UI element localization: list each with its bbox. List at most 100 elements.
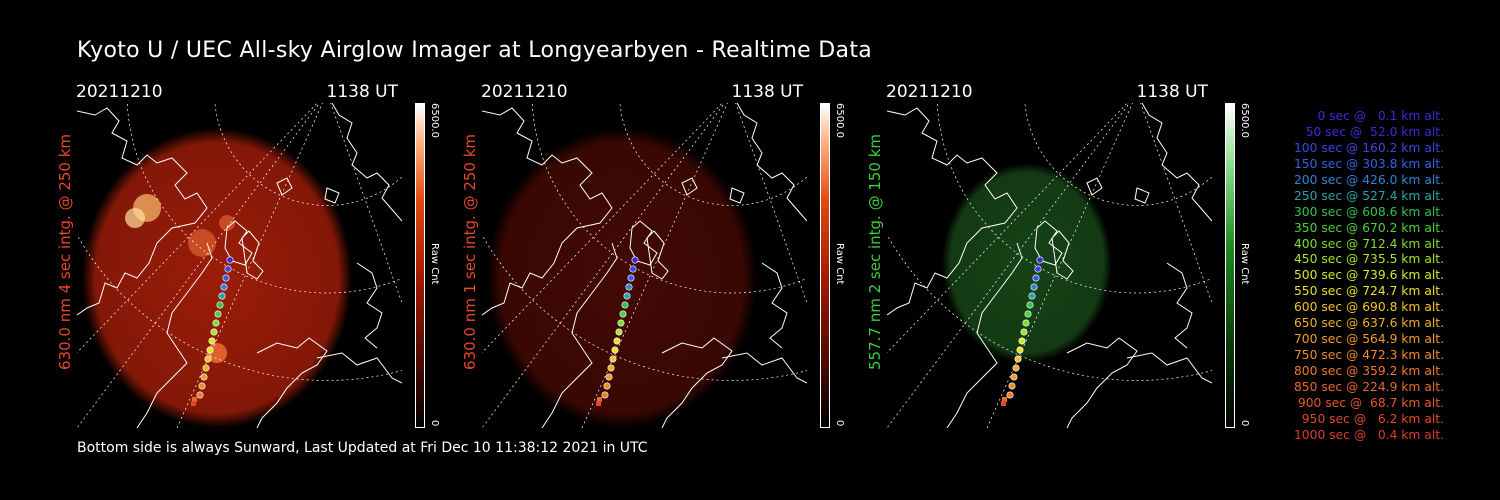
panel-1-colorbar-unit: Raw Cnt (429, 243, 440, 285)
coastline (761, 262, 788, 349)
trajectory-point (1018, 337, 1026, 345)
latitude-line (887, 234, 1212, 381)
coastline (1086, 177, 1103, 196)
legend-row: 50 sec @ 52.0 km alt. (1305, 124, 1444, 139)
trajectory-point (609, 355, 617, 363)
legend-row: 500 sec @ 739.6 km alt. (1293, 268, 1444, 283)
trajectory-point (613, 337, 621, 345)
trajectory-point (615, 328, 623, 336)
trajectory-point (222, 274, 230, 282)
panel-2-colorbar-min: 0 (834, 420, 845, 427)
legend-row: 400 sec @ 712.4 km alt. (1293, 236, 1444, 251)
panel-1-time: 1138 UT (326, 82, 399, 102)
legend-row: 800 sec @ 359.2 km alt. (1293, 364, 1444, 378)
trajectory-point (625, 283, 633, 291)
trajectory-point (629, 265, 637, 273)
coastline (729, 187, 745, 204)
trajectory-point (597, 397, 602, 402)
trajectory-point (1028, 292, 1036, 300)
trajectory-point (220, 283, 228, 291)
trajectory-point (206, 346, 214, 354)
panel-3-map-image (887, 103, 1212, 428)
legend-row: 900 sec @ 68.7 km alt. (1297, 395, 1444, 410)
trajectory-point (1002, 397, 1007, 402)
trajectory-point (596, 401, 601, 406)
footer-status: Bottom side is always Sunward, Last Upda… (77, 440, 648, 456)
coastline (541, 242, 618, 428)
trajectory-point (1008, 382, 1016, 390)
coastline (482, 107, 613, 316)
panel-1-colorbar-min: 0 (429, 420, 440, 427)
legend-row: 950 sec @ 6.2 km alt. (1301, 411, 1444, 426)
legend-row: 600 sec @ 690.8 km alt. (1293, 300, 1444, 315)
coastline (331, 103, 402, 222)
panel-2-colorbar-max: 6500.0 (834, 103, 845, 138)
panel-2-colorbar (820, 103, 830, 428)
trajectory-point (627, 274, 635, 282)
latitude-line (619, 103, 807, 206)
trajectory-point (1034, 265, 1042, 273)
trajectory-point (210, 328, 218, 336)
legend-row: 650 sec @ 637.6 km alt. (1293, 316, 1444, 331)
trajectory-point (191, 401, 196, 406)
trajectory-point (607, 364, 615, 372)
coastline (1166, 262, 1193, 349)
trajectory-point (196, 391, 204, 399)
longitude-line (1140, 103, 1212, 304)
legend-row: 150 sec @ 303.8 km alt. (1293, 156, 1444, 171)
coastline (887, 107, 1018, 316)
coastline (316, 352, 402, 384)
longitude-line (330, 103, 402, 304)
panel-2-map-image (482, 103, 807, 428)
panel-3-ylabel: 557.7 nm 2 sec intg. @ 150 km (866, 133, 884, 370)
trajectory-point (1006, 391, 1014, 399)
coastline (1141, 103, 1212, 222)
trajectory-point (1030, 283, 1038, 291)
panel-2-ylabel: 630.0 nm 1 sec intg. @ 250 km (461, 133, 479, 370)
coastline (661, 337, 733, 428)
legend-row: 0 sec @ 0.1 km alt. (1317, 109, 1444, 123)
trajectory-point (631, 256, 639, 264)
panel-2-colorbar-unit: Raw Cnt (834, 243, 845, 285)
coastline (946, 242, 1023, 428)
legend-row: 250 sec @ 527.4 km alt. (1293, 188, 1444, 203)
trajectory-point (200, 373, 208, 381)
page-title: Kyoto U / UEC All-sky Airglow Imager at … (77, 38, 873, 63)
panel-1-date: 20211210 (76, 82, 163, 102)
trajectory-point (226, 256, 234, 264)
coastline (629, 220, 658, 266)
coastline (356, 262, 383, 349)
legend-row: 200 sec @ 426.0 km alt. (1293, 172, 1444, 187)
legend-row: 300 sec @ 608.6 km alt. (1293, 204, 1444, 219)
coastline (276, 177, 293, 196)
panel-3-time: 1138 UT (1136, 82, 1209, 102)
map-svg (482, 103, 807, 428)
trajectory-point (216, 301, 224, 309)
coastline (224, 220, 253, 266)
trajectory-point (1026, 301, 1034, 309)
trajectory-point (611, 346, 619, 354)
panel-3-colorbar-min: 0 (1239, 420, 1250, 427)
coastline (1051, 230, 1074, 280)
longitude-line (986, 103, 1133, 428)
coastline (1066, 337, 1138, 428)
trajectory-point (1014, 355, 1022, 363)
panel-2-time: 1138 UT (731, 82, 804, 102)
longitude-line (581, 103, 728, 428)
longitude-line (735, 103, 807, 304)
aurora-blob (188, 229, 216, 257)
trajectory-point (1001, 401, 1006, 406)
legend-row: 750 sec @ 472.3 km alt. (1293, 348, 1444, 363)
longitude-line (176, 103, 323, 428)
coastline (646, 230, 669, 280)
trajectory-point (1020, 328, 1028, 336)
trajectory-point (204, 355, 212, 363)
trajectory-point (605, 373, 613, 381)
panel-3-colorbar-max: 6500.0 (1239, 103, 1250, 138)
trajectory-point (1010, 373, 1018, 381)
coastline (681, 177, 698, 196)
panel-2-date: 20211210 (481, 82, 568, 102)
trajectory-point (218, 292, 226, 300)
coastline (256, 337, 328, 428)
coastline (721, 352, 807, 384)
